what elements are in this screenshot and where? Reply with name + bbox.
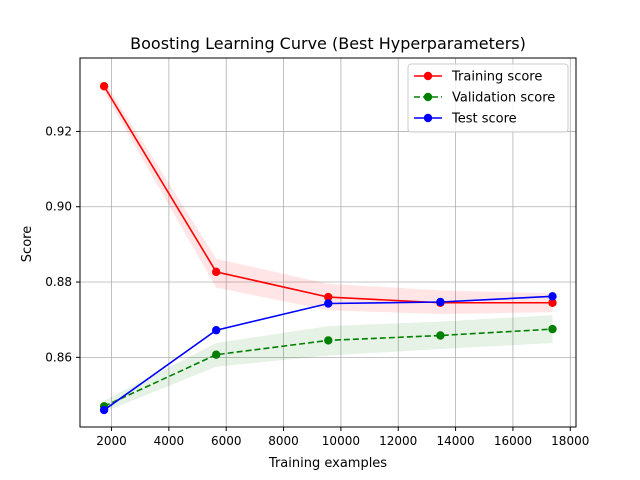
x-tick-label: 8000 bbox=[268, 434, 299, 448]
validation-score-legend-marker bbox=[423, 92, 433, 102]
test-score-legend-label: Test score bbox=[451, 112, 517, 127]
legend-box bbox=[407, 63, 569, 133]
x-tick-label: 10000 bbox=[322, 434, 360, 448]
x-axis-label: Training examples bbox=[268, 456, 387, 471]
legend: Training score Validation score Test score bbox=[407, 63, 569, 133]
y-tick-label: 0.90 bbox=[45, 200, 72, 214]
x-axis-ticks: 2000 4000 6000 8000 10000 12000 14000 16000 1800… bbox=[96, 427, 589, 448]
x-tick-label: 16000 bbox=[494, 434, 532, 448]
plot-frame bbox=[79, 57, 577, 428]
validation-score-point bbox=[436, 331, 445, 340]
training-score-point bbox=[99, 82, 109, 91]
x-tick-label: 2000 bbox=[96, 434, 127, 448]
validation-score-point bbox=[211, 350, 221, 359]
test-score-legend-marker bbox=[423, 113, 433, 123]
y-tick-label: 0.88 bbox=[45, 275, 72, 289]
x-tick-label: 18000 bbox=[551, 434, 589, 448]
x-tick-label: 6000 bbox=[211, 434, 242, 448]
chart-title: Boosting Learning Curve (Best Hyperparam… bbox=[130, 34, 526, 53]
x-tick-label: 14000 bbox=[436, 434, 474, 448]
training-score-point bbox=[324, 292, 333, 302]
test-score-point bbox=[99, 405, 109, 415]
test-score-point bbox=[211, 326, 221, 335]
y-tick-label: 0.86 bbox=[45, 350, 72, 364]
series-lines bbox=[99, 82, 557, 415]
test-score-point bbox=[548, 292, 557, 301]
test-score-point bbox=[436, 297, 445, 307]
y-tick-label: 0.92 bbox=[45, 124, 72, 138]
validation-score-legend-label: Validation score bbox=[452, 91, 555, 106]
validation-score-point bbox=[324, 336, 333, 345]
validation-score-point bbox=[548, 324, 557, 334]
y-axis-label: Score bbox=[20, 226, 35, 262]
y-axis-ticks: 0.86 0.88 0.90 0.92 bbox=[45, 124, 80, 364]
training-score-point bbox=[548, 298, 557, 307]
x-tick-label: 12000 bbox=[379, 434, 417, 448]
x-tick-label: 4000 bbox=[154, 434, 185, 448]
validation-score-band bbox=[104, 315, 553, 412]
training-score-legend-label: Training score bbox=[451, 70, 542, 85]
training-score-legend-marker bbox=[423, 71, 433, 81]
test-score-point bbox=[324, 299, 333, 308]
training-score-point bbox=[211, 267, 221, 277]
